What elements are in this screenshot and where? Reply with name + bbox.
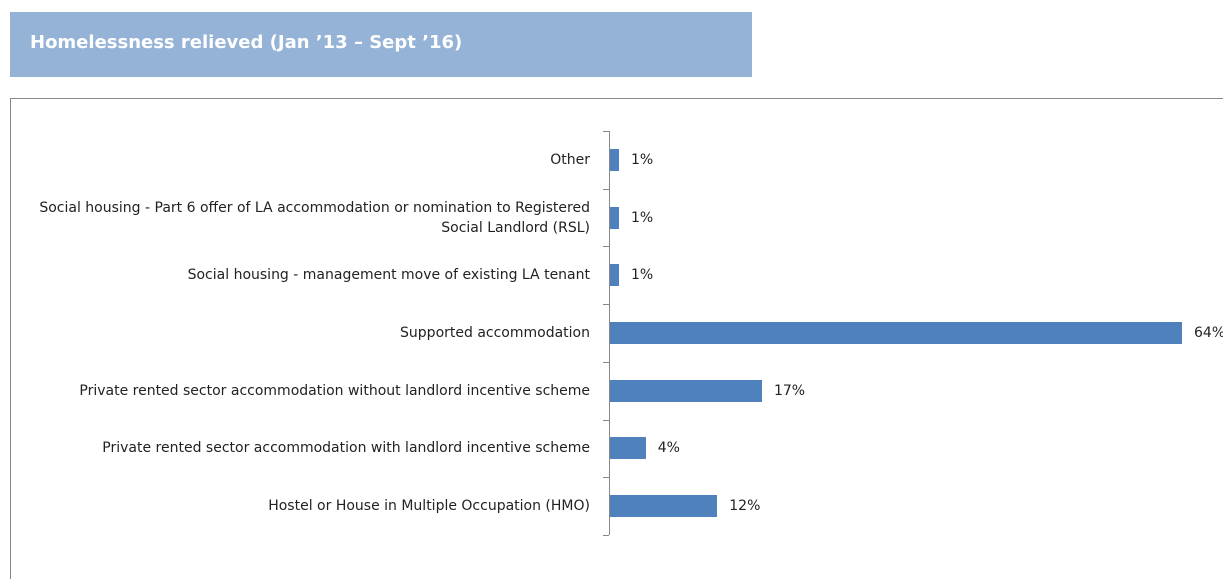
value-label: 1% [630,209,654,226]
axis-tick [603,304,609,306]
chart-frame [10,98,1223,579]
chart-title: Homelessness relieved (Jan ’13 – Sept ’1… [30,32,463,53]
bar [610,322,1182,344]
category-label: Social housing - management move of exis… [187,267,590,284]
bar [610,264,619,287]
axis-tick [603,477,609,479]
category-label: Supported accommodation [400,325,590,341]
bar [610,206,619,229]
bar [610,379,762,402]
bar [610,437,646,460]
title-banner: Homelessness relieved (Jan ’13 – Sept ’1… [10,12,752,77]
value-label: 17% [773,382,806,399]
category-label: Private rented sector accommodation with… [79,382,590,399]
value-label: 1% [630,151,654,168]
axis-tick [603,246,609,248]
category-label: Other [550,151,590,168]
bar [610,495,718,518]
value-label: 1% [630,267,654,284]
value-label: 12% [729,498,761,515]
category-label: Social housing - Part 6 offer of LA acco… [39,199,590,236]
value-label: 64% [1194,325,1223,341]
axis-tick [603,131,609,132]
axis-tick [603,419,609,421]
category-label: Hostel or House in Multiple Occupation (… [268,498,590,515]
axis-tick [603,535,609,536]
category-axis [609,131,610,535]
value-label: 4% [657,440,680,457]
page: Homelessness relieved (Jan ’13 – Sept ’1… [10,12,1223,579]
bar [610,148,619,171]
axis-tick [603,188,609,190]
category-label: Private rented sector accommodation with… [102,440,590,457]
axis-tick [603,361,609,363]
